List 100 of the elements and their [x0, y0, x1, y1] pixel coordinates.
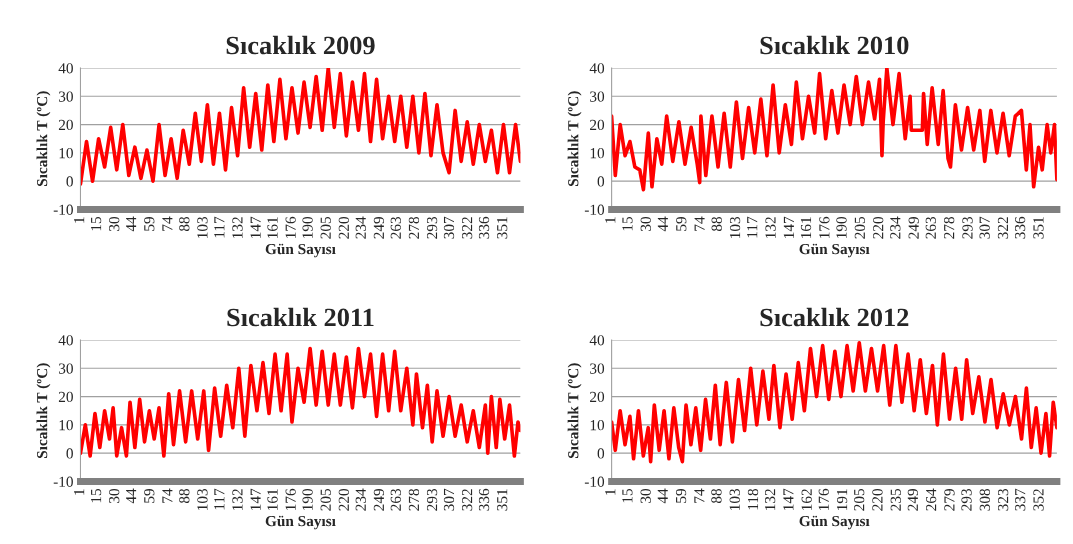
x-tick-label: 161 — [267, 217, 278, 238]
x-tick-label: 264 — [926, 488, 937, 511]
y-tick-label: 30 — [58, 363, 73, 374]
x-tick-label: 293 — [962, 216, 973, 239]
line-series — [80, 346, 521, 458]
x-tick-label: 103 — [197, 488, 208, 510]
x-tick-label: 147 — [250, 488, 261, 510]
x-tick-label: 249 — [373, 217, 385, 239]
y-tick-label: 20 — [58, 391, 73, 403]
x-tick-label: 220 — [338, 488, 349, 511]
x-tick-label: 44 — [657, 488, 668, 504]
x-tick-label: 322 — [461, 489, 473, 511]
x-tick-label: 351 — [497, 489, 508, 511]
x-tick-label: 147 — [250, 216, 261, 238]
y-tick-label: -10 — [53, 204, 73, 215]
x-tick-label: 59 — [675, 489, 687, 503]
y-tick-label: 20 — [590, 119, 605, 131]
x-tick-label: 322 — [997, 217, 1009, 239]
x-tick-label: 205 — [320, 488, 331, 511]
y-tick-label: 20 — [58, 119, 73, 131]
x-tick-label: 103 — [729, 216, 741, 238]
y-tick-label: 40 — [58, 63, 73, 74]
x-tick-label: 44 — [126, 216, 137, 232]
y-axis-title: Sıcaklık T (ºC) — [567, 363, 582, 458]
x-tick-label: 1 — [74, 217, 85, 223]
y-tick-label: 0 — [597, 448, 605, 459]
y-tick-label: 10 — [590, 148, 605, 159]
y-tick-label: -10 — [584, 204, 605, 215]
chart-title: Sıcaklık 2010 — [760, 35, 909, 55]
x-tick-label: 30 — [109, 216, 120, 231]
x-axis-title: Gün Sayısı — [265, 243, 336, 258]
x-tick-label: 117 — [214, 216, 225, 238]
y-tick-label: -10 — [584, 476, 605, 487]
x-tick-label: 44 — [126, 488, 137, 504]
y-tick-label: -10 — [53, 476, 73, 487]
x-tick-label: 234 — [355, 216, 366, 239]
x-tick-label: 336 — [478, 216, 490, 239]
x-tick-label: 190 — [302, 216, 313, 238]
y-axis-title: Sıcaklık T (ºC) — [36, 363, 51, 458]
x-tick-label: 308 — [979, 488, 990, 511]
x-tick-label: 351 — [1033, 217, 1044, 239]
x-tick-label: 191 — [836, 489, 848, 510]
x-tick-label: 1 — [605, 217, 616, 223]
y-tick-label: 10 — [590, 420, 605, 431]
y-tick-label: 10 — [59, 420, 73, 431]
x-tick-label: 176 — [285, 216, 296, 238]
x-tick-label: 190 — [302, 488, 313, 510]
x-tick-label: 88 — [179, 216, 190, 232]
x-tick-label: 234 — [890, 216, 901, 239]
y-axis-title: Sıcaklık T (ºC) — [36, 91, 51, 186]
x-tick-label: 15 — [622, 216, 633, 231]
x-tick-label: 235 — [890, 488, 901, 511]
x-tick-label: 351 — [497, 217, 508, 239]
x-tick-label: 59 — [144, 489, 155, 503]
x-tick-label: 234 — [355, 488, 366, 511]
x-axis-title: Gün Sayısı — [799, 515, 870, 530]
x-tick-label: 176 — [819, 216, 830, 238]
x-tick-label: 88 — [711, 488, 722, 504]
y-tick-label: 40 — [58, 335, 73, 346]
x-tick-label: 15 — [90, 216, 102, 231]
x-tick-label: 132 — [764, 489, 776, 510]
x-tick-label: 117 — [747, 216, 758, 238]
x-tick-label: 30 — [640, 216, 651, 231]
x-tick-label: 74 — [694, 216, 705, 231]
x-tick-label: 162 — [801, 489, 812, 510]
y-tick-label: 10 — [59, 148, 73, 159]
x-tick-label: 176 — [285, 488, 296, 510]
x-tick-label: 323 — [998, 488, 1009, 511]
x-tick-label: 161 — [800, 217, 812, 238]
chart-title: Sıcaklık 2011 — [227, 307, 374, 327]
y-tick-label: 0 — [597, 176, 605, 187]
x-tick-label: 103 — [197, 216, 208, 238]
x-tick-label: 205 — [854, 488, 865, 511]
y-axis-title: Sıcaklık T (ºC) — [567, 91, 582, 186]
y-tick-label: 40 — [589, 335, 605, 346]
x-tick-label: 278 — [408, 216, 420, 239]
x-tick-label: 307 — [443, 216, 455, 239]
x-tick-label: 279 — [944, 489, 955, 511]
x-tick-label: 1 — [605, 489, 616, 495]
y-tick-label: 30 — [590, 91, 605, 102]
x-tick-label: 293 — [961, 488, 972, 511]
x-tick-label: 103 — [729, 488, 740, 510]
x-tick-label: 176 — [818, 488, 829, 510]
x-tick-label: 205 — [854, 216, 865, 239]
x-tick-label: 337 — [1015, 488, 1026, 511]
x-tick-label: 249 — [908, 217, 919, 239]
x-tick-label: 249 — [373, 489, 385, 511]
x-tick-label: 147 — [783, 216, 794, 238]
x-tick-label: 322 — [461, 217, 473, 239]
x-tick-label: 132 — [765, 217, 776, 238]
x-tick-label: 161 — [267, 489, 278, 510]
x-tick-label: 249 — [907, 489, 918, 511]
y-tick-label: 20 — [590, 391, 605, 403]
x-axis-title: Gün Sayısı — [799, 243, 870, 258]
x-tick-label: 88 — [179, 488, 190, 504]
chart-title: Sıcaklık 2012 — [760, 307, 909, 327]
y-tick-label: 30 — [590, 363, 605, 374]
x-tick-label: 132 — [232, 489, 243, 510]
x-tick-label: 263 — [390, 216, 401, 239]
x-tick-label: 118 — [747, 488, 759, 510]
